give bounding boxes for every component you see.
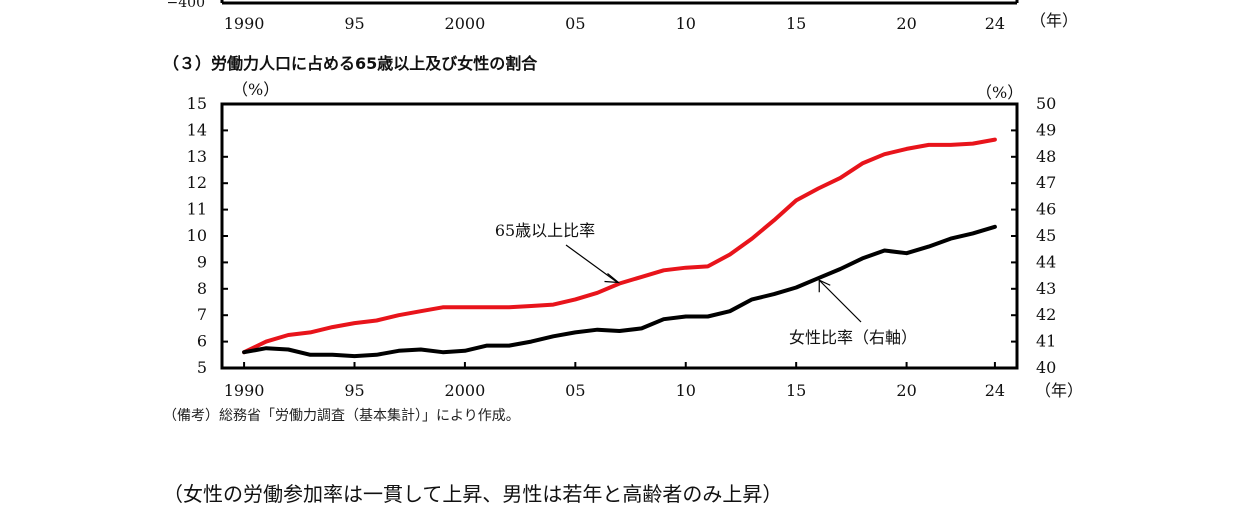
right-y-tick-label: 45 [1036, 226, 1056, 245]
panel-title: （３）労働力人口に占める65歳以上及び女性の割合 [163, 54, 538, 73]
x-tick-label: 20 [896, 381, 916, 400]
right-y-tick-label: 42 [1036, 305, 1056, 324]
right-y-tick-label: 49 [1036, 120, 1056, 139]
left-axis-unit: （%） [232, 80, 279, 99]
source-note: （備考）総務省「労働力調査（基本集計）」により作成。 [163, 408, 520, 424]
senior-annotation-arrow [565, 244, 618, 284]
left-y-tick-label: 5 [197, 358, 207, 377]
left-y-tick-label: 10 [187, 226, 207, 245]
senior-share-annotation: 65歳以上比率 [495, 221, 595, 240]
previous-y-tick-label: −400 [167, 0, 205, 11]
previous-x-tick-label: 15 [786, 14, 806, 33]
left-y-tick-label: 13 [187, 147, 207, 166]
previous-x-tick-label: 24 [985, 14, 1005, 33]
previous-x-tick-label: 95 [344, 14, 364, 33]
right-y-tick-label: 40 [1036, 358, 1056, 377]
previous-x-unit-label: （年） [1030, 11, 1078, 30]
left-y-tick-label: 6 [197, 332, 207, 351]
previous-x-tick-label: 05 [565, 14, 585, 33]
right-y-tick-label: 50 [1036, 94, 1056, 113]
previous-x-tick-label: 2000 [445, 14, 486, 33]
left-y-tick-label: 9 [197, 252, 207, 271]
left-y-tick-label: 14 [187, 120, 207, 139]
right-y-tick-label: 44 [1036, 252, 1056, 271]
x-tick-label: 1990 [224, 381, 265, 400]
left-y-tick-label: 7 [197, 305, 207, 324]
senior-share-line [242, 137, 997, 355]
labor-share-chart: 15 14 13 12 11 10 9 8 7 6 5 50 49 48 47 46 45 44 43 42 41 40 （… [187, 80, 1083, 400]
x-tick-label: 24 [985, 381, 1005, 400]
female-share-line [242, 224, 997, 359]
senior-annotation-arrowhead [604, 273, 621, 284]
x-tick-label: 10 [676, 381, 696, 400]
right-y-tick-label: 41 [1036, 332, 1056, 351]
right-y-tick-label: 43 [1036, 279, 1056, 298]
previous-x-tick-label: 1990 [224, 14, 265, 33]
female-annotation-arrowhead [818, 279, 831, 293]
left-y-tick-label: 12 [187, 173, 207, 192]
left-y-tick-label: 15 [187, 94, 207, 113]
previous-x-tick-label: 10 [676, 14, 696, 33]
right-y-tick-label: 46 [1036, 200, 1056, 219]
right-y-tick-label: 47 [1036, 173, 1056, 192]
right-axis-unit: （%） [976, 83, 1023, 102]
x-tick-label: 15 [786, 381, 806, 400]
x-axis-unit: （年） [1035, 381, 1083, 400]
right-y-tick-label: 48 [1036, 147, 1056, 166]
previous-x-tick-label: 20 [896, 14, 916, 33]
female-annotation-arrow [818, 279, 862, 323]
x-tick-label: 05 [565, 381, 585, 400]
left-y-tick-label: 8 [197, 279, 207, 298]
previous-chart-fragment: −400 1990 95 2000 05 10 15 20 24 （年） [167, 0, 1078, 33]
x-tick-label: 95 [344, 381, 364, 400]
section-heading: （女性の労働参加率は一貫して上昇、男性は若年と高齢者のみ上昇） [163, 482, 783, 506]
female-share-annotation: 女性比率（右軸） [789, 328, 917, 347]
left-y-tick-label: 11 [187, 200, 207, 219]
x-tick-label: 2000 [445, 381, 486, 400]
